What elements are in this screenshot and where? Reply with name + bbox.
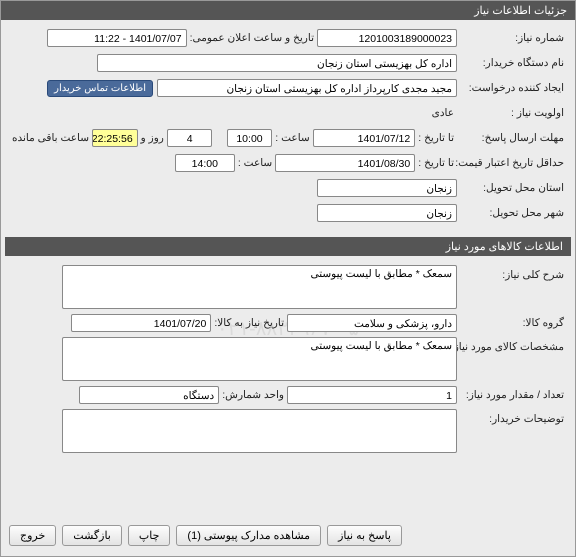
field-priority: عادی: [429, 107, 457, 119]
field-group: دارو، پزشکی و سلامت: [287, 314, 457, 332]
button-bar: خروج بازگشت چاپ مشاهده مدارک پیوستی (1) …: [1, 521, 575, 550]
label-qty: تعداد / مقدار مورد نیاز:: [457, 389, 567, 401]
field-desc: سمعک * مطابق با لیست پیوستی: [62, 265, 457, 309]
field-buyer-notes: [62, 409, 457, 453]
section-goods: شرح کلی نیاز: سمعک * مطابق با لیست پیوست…: [1, 258, 575, 460]
field-qty: 1: [287, 386, 457, 404]
field-public-announce: 1401/07/07 - 11:22: [47, 29, 187, 47]
field-deadline-time: 10:00: [227, 129, 273, 147]
attachments-button[interactable]: مشاهده مدارک پیوستی (1): [176, 525, 321, 546]
field-buyer-name: اداره کل بهزیستی استان زنجان: [97, 54, 457, 72]
back-button[interactable]: بازگشت: [62, 525, 122, 546]
label-public-announce: تاریخ و ساعت اعلان عمومی:: [187, 32, 317, 44]
label-deadline: مهلت ارسال پاسخ:: [457, 132, 567, 144]
window: جزئیات اطلاعات نیاز سامانه تدارکات الکتر…: [0, 0, 576, 557]
field-days-left: 4: [167, 129, 213, 147]
label-unit: واحد شمارش:: [219, 389, 287, 401]
label-spec: مشخصات کالای مورد نیاز:: [457, 337, 567, 353]
section-need-info: شماره نیاز: 1201003189000023 تاریخ و ساع…: [1, 20, 575, 231]
label-priority: اولویت نیاز :: [457, 107, 567, 119]
label-to-date-1: تا تاریخ :: [415, 132, 457, 144]
label-delivery-city: شهر محل تحویل:: [457, 207, 567, 219]
label-buyer-name: نام دستگاه خریدار:: [457, 57, 567, 69]
label-to-date-2: تا تاریخ :: [415, 157, 457, 169]
label-delivery-province: استان محل تحویل:: [457, 182, 567, 194]
section-header-goods: اطلاعات کالاهای مورد نیاز: [5, 237, 571, 256]
field-creator: مجید مجدی کارپرداز اداره کل بهزیستی استا…: [157, 79, 457, 97]
field-city: زنجان: [317, 204, 457, 222]
field-need-date: 1401/07/20: [71, 314, 211, 332]
exit-button[interactable]: خروج: [9, 525, 56, 546]
label-min-validity: حداقل تاریخ اعتبار قیمت:: [457, 157, 567, 169]
window-title: جزئیات اطلاعات نیاز: [1, 1, 575, 20]
label-days-and: روز و: [138, 132, 167, 144]
buyer-contact-button[interactable]: اطلاعات تماس خریدار: [47, 80, 153, 97]
field-spec: سمعک * مطابق با لیست پیوستی: [62, 337, 457, 381]
content: شماره نیاز: 1201003189000023 تاریخ و ساع…: [1, 20, 575, 460]
label-time-1: ساعت :: [272, 132, 312, 144]
field-validity-time: 14:00: [175, 154, 235, 172]
field-province: زنجان: [317, 179, 457, 197]
label-buyer-notes: توضیحات خریدار:: [457, 409, 567, 425]
print-button[interactable]: چاپ: [128, 525, 171, 546]
field-validity-date: 1401/08/30: [275, 154, 415, 172]
field-need-no: 1201003189000023: [317, 29, 457, 47]
field-deadline-date: 1401/07/12: [313, 129, 416, 147]
label-need-no: شماره نیاز:: [457, 32, 567, 44]
label-desc: شرح کلی نیاز:: [457, 265, 567, 281]
label-time-2: ساعت :: [235, 157, 275, 169]
label-hours-left: ساعت باقی مانده: [9, 132, 92, 144]
label-group: گروه کالا:: [457, 317, 567, 329]
field-hours-left: 22:25:56: [92, 129, 138, 147]
label-need-date: تاریخ نیاز به کالا:: [211, 317, 287, 329]
field-unit: دستگاه: [79, 386, 219, 404]
label-creator: ایجاد کننده درخواست:: [457, 82, 567, 94]
respond-button[interactable]: پاسخ به نیاز: [327, 525, 402, 546]
